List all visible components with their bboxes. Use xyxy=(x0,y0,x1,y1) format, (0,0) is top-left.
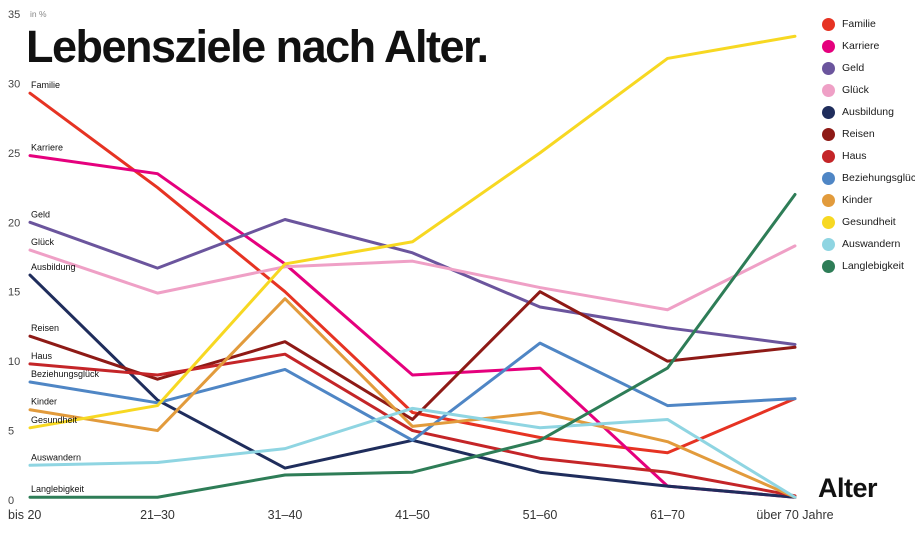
legend-label: Karriere xyxy=(842,40,880,52)
legend-label: Ausbildung xyxy=(842,106,894,118)
chart-legend: Familie Karriere Geld Glück Ausbildung Reisen… xyxy=(822,13,915,277)
legend-item-auswandern: Auswandern xyxy=(822,233,914,255)
legend-dot-karriere xyxy=(822,39,835,53)
legend-item-ausbildung: Ausbildung xyxy=(822,101,914,123)
legend-label: Langlebigkeit xyxy=(842,260,904,272)
legend-item-gluck: Glück xyxy=(822,79,914,101)
legend-dot-beziehungsgluck xyxy=(822,171,835,185)
x-tick-label: 21–30 xyxy=(140,508,175,522)
legend-item-beziehungsgluck: Beziehungsglück xyxy=(822,167,915,189)
series-line-geld xyxy=(28,218,797,346)
y-tick-label: 35 xyxy=(8,9,20,21)
legend-dot-reisen xyxy=(822,127,835,141)
legend-label: Geld xyxy=(842,62,865,74)
series-start-label-reisen: Reisen xyxy=(31,323,59,333)
legend-label: Glück xyxy=(842,84,869,96)
chart-title: Lebensziele nach Alter. xyxy=(26,21,489,72)
series-start-label-ausbildung: Ausbildung xyxy=(31,262,76,272)
series-line-gluck xyxy=(28,244,797,312)
legend-dot-auswandern xyxy=(822,237,835,251)
y-tick-label: 30 xyxy=(8,78,20,90)
series-start-label-familie: Familie xyxy=(31,80,60,90)
series-line-gesundheit xyxy=(28,34,797,430)
series-start-label-haus: Haus xyxy=(31,351,53,361)
series-start-label-auswandern: Auswandern xyxy=(31,452,81,462)
x-axis-title: Alter xyxy=(818,473,878,503)
series-line-reisen xyxy=(28,290,797,421)
x-tick-label: 51–60 xyxy=(523,508,558,522)
legend-item-geld: Geld xyxy=(822,57,914,79)
legend-dot-gluck xyxy=(822,83,835,97)
legend-label: Kinder xyxy=(842,194,873,206)
y-tick-label: 0 xyxy=(8,495,14,507)
legend-label: Haus xyxy=(842,150,867,162)
legend-dot-geld xyxy=(822,61,835,75)
series-start-label-kinder: Kinder xyxy=(31,397,57,407)
x-tick-label: 41–50 xyxy=(395,508,430,522)
series-line-kinder xyxy=(28,297,797,499)
legend-label: Gesundheit xyxy=(842,216,896,228)
legend-dot-kinder xyxy=(822,193,835,207)
legend-item-haus: Haus xyxy=(822,145,914,167)
legend-item-familie: Familie xyxy=(822,13,914,35)
legend-item-karriere: Karriere xyxy=(822,35,914,57)
series-start-label-gesundheit: Gesundheit xyxy=(31,415,78,425)
legend-dot-haus xyxy=(822,149,835,163)
legend-label: Reisen xyxy=(842,128,875,140)
series-line-haus xyxy=(28,352,797,498)
y-tick-label: 5 xyxy=(8,426,14,438)
legend-dot-ausbildung xyxy=(822,105,835,119)
series-start-label-langlebigkeit: Langlebigkeit xyxy=(31,484,85,494)
series-line-langlebigkeit xyxy=(28,193,797,499)
legend-item-reisen: Reisen xyxy=(822,123,914,145)
legend-label: Auswandern xyxy=(842,238,901,250)
x-tick-label: 61–70 xyxy=(650,508,685,522)
series-start-label-geld: Geld xyxy=(31,209,50,219)
x-tick-label: über 70 Jahre xyxy=(756,508,833,522)
legend-dot-gesundheit xyxy=(822,215,835,229)
legend-item-gesundheit: Gesundheit xyxy=(822,211,914,233)
y-tick-label: 15 xyxy=(8,287,20,299)
legend-label: Familie xyxy=(842,18,876,30)
y-tick-label: 10 xyxy=(8,356,20,368)
legend-item-kinder: Kinder xyxy=(822,189,914,211)
x-tick-label: 31–40 xyxy=(268,508,303,522)
legend-dot-familie xyxy=(822,17,835,31)
y-tick-label: 20 xyxy=(8,217,20,229)
legend-item-langlebigkeit: Langlebigkeit xyxy=(822,255,914,277)
series-line-familie xyxy=(28,91,797,455)
series-line-auswandern xyxy=(28,406,797,499)
y-tick-label: 25 xyxy=(8,148,20,160)
y-axis-unit-label: in % xyxy=(30,9,47,19)
legend-dot-langlebigkeit xyxy=(822,259,835,273)
series-start-label-gluck: Glück xyxy=(31,237,55,247)
series-start-label-karriere: Karriere xyxy=(31,143,63,153)
series-line-beziehungsgluck xyxy=(28,341,797,442)
legend-label: Beziehungsglück xyxy=(842,172,915,184)
series-start-label-beziehungsgluck: Beziehungsglück xyxy=(31,369,100,379)
x-tick-label: bis 20 xyxy=(8,508,41,522)
